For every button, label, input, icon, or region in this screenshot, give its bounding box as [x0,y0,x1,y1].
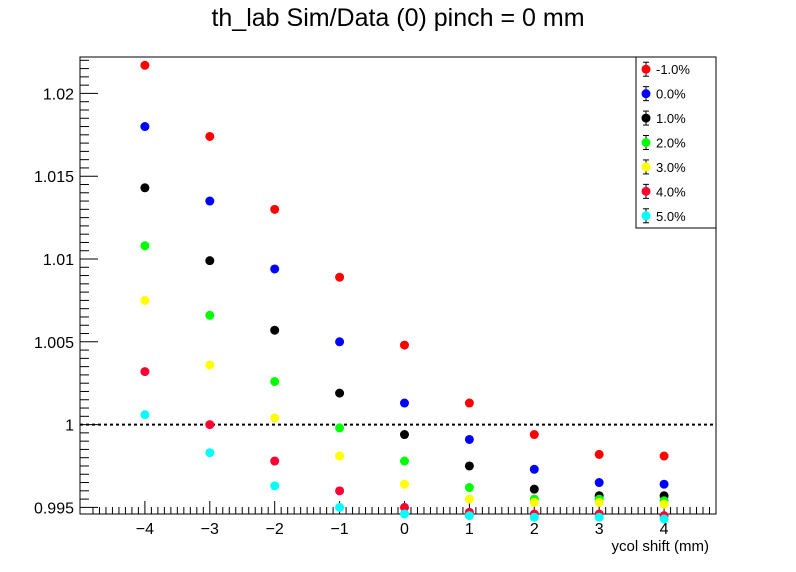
legend-marker [641,113,651,123]
series-1 [140,122,669,489]
data-point [659,514,669,524]
data-point [205,196,215,206]
data-point [659,451,669,461]
data-point [399,509,409,519]
series-5 [140,367,669,521]
chart-title: th_lab Sim/Data (0) pinch = 0 mm [211,4,585,32]
data-point [270,377,280,387]
data-point [270,413,280,423]
data-point [464,398,474,408]
data-point [399,398,409,408]
x-axis-title: ycol shift (mm) [612,538,710,555]
data-point [659,479,669,489]
data-point [140,122,150,132]
data-point [464,511,474,521]
legend-marker [641,64,651,74]
data-point [140,183,150,193]
data-point [399,479,409,489]
y-tick-label: 1.01 [43,252,74,269]
legend-marker [641,138,651,147]
data-point [335,388,345,398]
data-point [529,430,539,440]
data-point [659,499,669,509]
x-tick-label: 4 [660,521,669,538]
legend-entry-label: 2.0% [656,136,686,151]
data-point [529,497,539,507]
legend-entry-label: 1.0% [656,111,686,126]
data-point [270,204,280,214]
data-point [140,367,150,377]
legend-entry-label: 0.0% [656,87,686,102]
y-tick-label: 0.995 [34,500,74,517]
data-points [140,60,669,524]
data-point [335,486,345,496]
legend-entry-label: -1.0% [656,62,690,77]
legend-entry-label: 3.0% [656,160,686,175]
data-point [205,310,215,320]
y-tick-label: 1.02 [43,86,74,103]
data-point [464,434,474,444]
data-point [529,464,539,474]
data-point [335,451,345,461]
data-point [205,131,215,141]
data-point [140,410,150,420]
data-point [399,456,409,466]
data-point [399,430,409,440]
legend-marker [641,162,651,172]
data-point [529,512,539,522]
data-point [140,295,150,305]
y-tick-label: 1.005 [34,335,74,352]
y-tick-label: 1 [65,418,74,435]
data-point [140,241,150,251]
data-point [140,60,150,70]
series-6 [140,410,669,524]
legend-marker [641,211,651,221]
data-point [594,449,604,459]
x-tick-label: 1 [465,521,474,538]
y-tick-label: 1.015 [34,169,74,186]
data-point [335,337,345,347]
x-tick-label: −1 [330,521,348,538]
x-tick-label: −3 [201,521,219,538]
data-point [205,420,215,430]
data-point [464,494,474,504]
data-point [270,264,280,274]
data-point [205,448,215,458]
legend-entry-label: 4.0% [656,184,686,199]
data-point [594,512,604,522]
data-point [205,360,215,370]
data-point [529,484,539,494]
x-tick-label: −2 [266,521,284,538]
data-point [335,502,345,512]
data-point [399,502,409,512]
data-point [270,325,280,335]
data-point [594,497,604,507]
data-point [335,272,345,282]
data-point [399,340,409,350]
data-point [205,256,215,266]
data-point [270,456,280,466]
data-point [270,481,280,491]
x-tick-label: −4 [136,521,154,538]
series-3 [140,241,669,506]
legend-marker [641,186,651,196]
data-point [464,483,474,493]
series-4 [140,295,669,509]
x-tick-label: 2 [530,521,539,538]
y-axis: 0.995 1 1.005 1.01 1.015 1.02 [34,59,98,517]
legend: -1.0% 0.0% 1.0% 2.0% 3.0% 4.0% 5.0% [635,56,717,229]
series-0 [140,60,669,461]
plot-frame [79,56,717,515]
legend-marker [641,89,651,99]
data-point [594,478,604,488]
x-tick-label: 0 [400,521,409,538]
x-axis: −4 −3 −2 −1 0 1 2 3 4 [92,501,711,538]
data-point [335,423,345,433]
x-tick-label: 3 [595,521,604,538]
data-point [464,461,474,471]
legend-entry-label: 5.0% [656,209,686,224]
